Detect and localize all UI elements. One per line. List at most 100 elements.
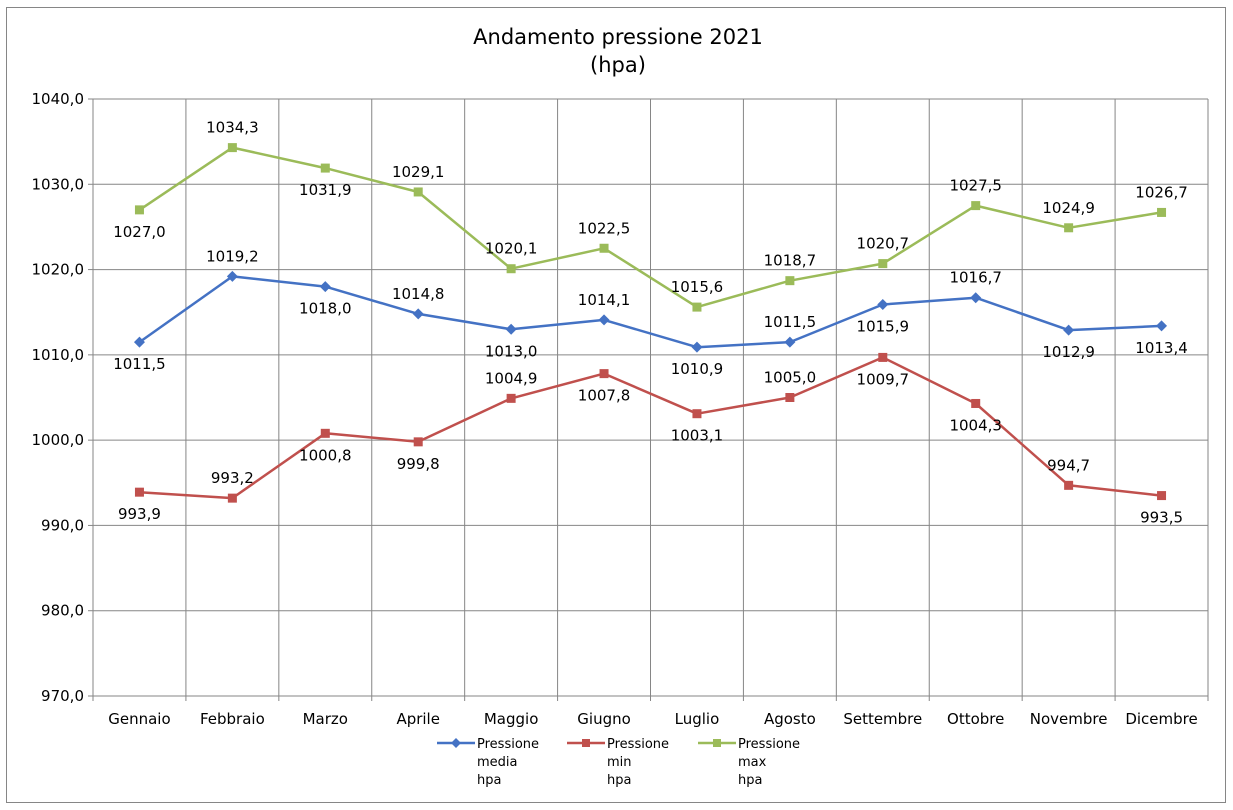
data-point	[413, 187, 423, 197]
series-markers	[133, 143, 1168, 503]
data-point	[877, 299, 889, 311]
x-tick-label: Gennaio	[108, 710, 170, 728]
y-tick-label: 1010,0	[32, 346, 85, 364]
data-point	[878, 259, 888, 269]
data-label: 993,5	[1140, 509, 1183, 527]
data-point	[1064, 223, 1074, 233]
data-label: 1027,0	[113, 223, 166, 241]
series-line	[139, 356, 1162, 500]
chart-title-line-1: Andamento pressione 2021	[473, 25, 763, 49]
x-tick-label: Dicembre	[1125, 710, 1197, 728]
data-point	[785, 276, 795, 286]
data-point	[506, 264, 516, 274]
axes	[88, 98, 1209, 701]
data-label: 1007,8	[578, 387, 631, 405]
x-tick-label: Luglio	[675, 710, 720, 728]
data-point	[691, 341, 703, 353]
legend-label: media	[477, 755, 518, 770]
data-label: 1020,7	[857, 235, 910, 253]
series-lines	[138, 146, 1162, 500]
legend-label: min	[607, 755, 632, 770]
legend-label: max	[738, 755, 767, 770]
data-point	[320, 163, 330, 173]
data-label: 1026,7	[1135, 183, 1188, 201]
data-point	[971, 201, 981, 211]
data-point	[598, 314, 610, 326]
data-label: 1018,7	[764, 252, 817, 270]
x-tick-label: Febbraio	[200, 710, 265, 728]
data-point	[971, 398, 981, 408]
data-label: 1010,9	[671, 360, 724, 378]
data-point	[134, 487, 144, 497]
data-label: 1015,6	[671, 278, 724, 296]
data-label: 1019,2	[206, 247, 259, 265]
data-point	[134, 205, 144, 215]
data-label: 1011,5	[113, 355, 166, 373]
data-point	[412, 308, 424, 320]
data-point	[1157, 207, 1167, 217]
y-tick-label: 1020,0	[32, 261, 85, 279]
data-label: 994,7	[1047, 456, 1090, 474]
data-point	[1157, 491, 1167, 501]
data-point	[599, 243, 609, 253]
x-tick-label: Marzo	[303, 710, 348, 728]
data-label: 1018,0	[299, 300, 352, 318]
data-point	[1063, 324, 1075, 336]
legend-label: Pressione	[477, 737, 539, 752]
data-point	[319, 281, 331, 293]
y-tick-label: 1040,0	[32, 90, 85, 108]
data-label: 1013,4	[1135, 339, 1188, 357]
data-label: 1013,0	[485, 342, 538, 360]
data-label: 1027,5	[949, 177, 1002, 195]
data-label: 993,9	[118, 505, 161, 523]
data-label: 993,2	[211, 469, 254, 487]
data-point	[320, 428, 330, 438]
data-label: 1034,3	[206, 119, 259, 137]
data-label: 1016,7	[949, 269, 1002, 287]
data-label: 1029,1	[392, 163, 445, 181]
data-label: 1022,5	[578, 219, 631, 237]
y-tick-label: 1000,0	[32, 431, 85, 449]
x-tick-label: Maggio	[484, 710, 539, 728]
chart-area: Andamento pressione 2021 (hpa) 970,0 980,…	[6, 7, 1226, 803]
series-line	[138, 146, 1162, 309]
legend-label: Pressione	[738, 737, 800, 752]
data-point	[692, 302, 702, 312]
data-point	[784, 336, 796, 348]
data-point	[692, 409, 702, 419]
legend-label: hpa	[738, 773, 762, 788]
data-point	[413, 437, 423, 447]
data-point	[133, 336, 145, 348]
data-point	[599, 369, 609, 379]
x-tick-label: Settembre	[843, 710, 922, 728]
legend-entry: Pressione media hpa	[437, 737, 539, 788]
x-tick-label: Novembre	[1030, 710, 1108, 728]
gridlines	[92, 98, 1209, 697]
legend-marker	[713, 739, 721, 747]
data-label: 1005,0	[764, 369, 817, 387]
data-label: 1031,9	[299, 181, 352, 199]
data-point	[227, 493, 237, 503]
data-label: 1011,5	[764, 313, 817, 331]
legend-entry: Pressione min hpa	[567, 737, 669, 788]
legend-marker	[582, 739, 590, 747]
data-label: 1014,8	[392, 285, 445, 303]
x-tick-label: Agosto	[764, 710, 816, 728]
data-labels: 1011,5 1019,2 1018,0 1014,8 1013,0 1014,1 1010…	[113, 119, 1188, 527]
data-label: 999,8	[397, 455, 440, 473]
legend-marker	[451, 738, 461, 748]
line-chart: Andamento pressione 2021 (hpa) 970,0 980,…	[32, 25, 1209, 788]
legend-entry: Pressione max hpa	[698, 737, 800, 788]
data-label: 1000,8	[299, 446, 352, 464]
x-tick-label: Aprile	[396, 710, 440, 728]
data-label: 1014,1	[578, 291, 631, 309]
y-tick-label: 1030,0	[32, 175, 85, 193]
x-axis-tick-labels: Gennaio Febbraio Marzo Aprile Maggio Giugno Lu…	[108, 710, 1197, 728]
x-tick-label: Giugno	[577, 710, 631, 728]
data-point	[878, 352, 888, 362]
x-tick-label: Ottobre	[947, 710, 1004, 728]
data-label: 1020,1	[485, 240, 538, 258]
data-label: 1012,9	[1042, 343, 1095, 361]
chart-title-line-2: (hpa)	[590, 53, 646, 77]
series-line	[138, 275, 1162, 349]
